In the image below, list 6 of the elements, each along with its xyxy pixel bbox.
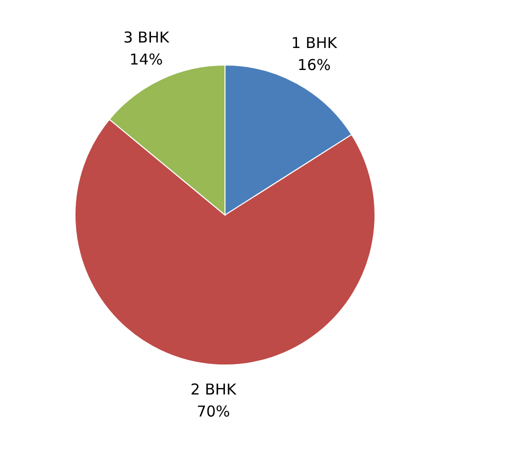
slice-label: 3 BHK [123,28,170,47]
data-label: 16% [297,56,331,74]
data-label: 14% [130,50,163,69]
slice-label: 1 BHK [291,34,338,52]
slice-label: 2 BHK [190,380,238,399]
data-label: 70% [196,402,230,421]
